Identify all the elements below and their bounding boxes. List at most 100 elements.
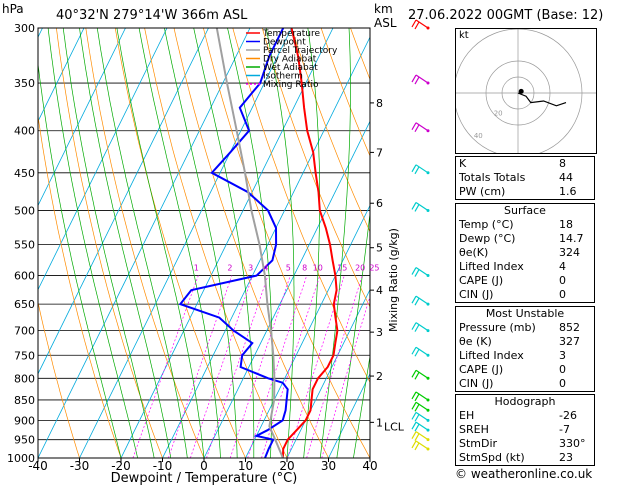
- wind-barb-flag: [411, 370, 417, 378]
- mixing-ratio-label: 8: [302, 264, 307, 273]
- hodograph_table-label: StmDir: [459, 437, 498, 450]
- wind-barb-base: [426, 129, 430, 133]
- most-unstable-title: Most Unstable: [485, 307, 565, 320]
- wind-barb-base: [426, 329, 430, 333]
- hodograph_table-row: StmSpd (kt) 23: [456, 451, 594, 465]
- wet-adiabat-line: [47, 28, 138, 458]
- isotherm-line: [38, 28, 251, 458]
- x-tick-label: 0: [200, 459, 208, 473]
- wind-barb-base: [426, 81, 430, 85]
- plot-frame: [37, 27, 371, 459]
- legend-label: Parcel Trajectory: [263, 46, 338, 56]
- hodograph-ring-label: 20: [494, 109, 503, 117]
- asl-unit: ASL: [374, 16, 397, 30]
- pressure-tick-label: 300: [14, 22, 35, 35]
- pressure-tick-label: 900: [14, 414, 35, 427]
- wet-adiabat-line: [38, 60, 122, 458]
- most_unstable-row: Pressure (mb) 852: [456, 321, 594, 335]
- dry-adiabat-line: [173, 28, 329, 458]
- mixing-ratio-axis-label: Mixing Ratio (g/kg): [387, 228, 400, 332]
- wind-barb-base: [426, 428, 430, 432]
- wind-barb-flag: [411, 202, 417, 210]
- pressure-tick-label: 1000: [7, 452, 35, 465]
- station-location: 40°32'N 279°14'W 366m ASL: [56, 8, 248, 23]
- legend-label: Temperature: [262, 29, 320, 39]
- wind-barb-base: [426, 353, 430, 357]
- hodograph_table-row: SREH -7: [456, 423, 594, 437]
- surface-row: CAPE (J) 0: [456, 274, 594, 288]
- mixing-ratio-line: [168, 275, 233, 458]
- storm-motion-marker: [518, 88, 524, 94]
- most_unstable-label: CAPE (J): [459, 363, 504, 376]
- x-axis-label: Dewpoint / Temperature (°C): [111, 471, 298, 486]
- legend-label: Mixing Ratio: [263, 80, 319, 90]
- km-tick-label: 6: [376, 197, 383, 210]
- indices-row: PW (cm) 1.6: [456, 185, 594, 199]
- wind-barb-flag: [414, 348, 420, 357]
- hodograph_table-row: EH -26: [456, 409, 594, 423]
- indices-value: 8: [559, 157, 566, 170]
- wind-barb-flag: [411, 19, 417, 28]
- km-tick-label: 1: [376, 416, 383, 429]
- indices-table: K 8 Totals Totals 44 PW (cm) 1.6: [455, 156, 595, 200]
- wind-barb-base: [426, 208, 430, 212]
- isotherm-line: [328, 372, 370, 458]
- mixing-ratio-label: 10: [313, 264, 323, 273]
- wind-barb-flag: [411, 391, 417, 400]
- wind-barb-flag: [411, 267, 417, 275]
- wind-barb-flag: [411, 412, 417, 420]
- surface-title: Surface: [504, 204, 546, 217]
- surface-value: 14.7: [559, 232, 584, 245]
- pressure-tick-label: 700: [14, 325, 35, 338]
- km-tick-label: 8: [376, 97, 383, 110]
- mixing-ratio-line: [261, 275, 321, 458]
- isotherm-line: [245, 204, 370, 458]
- wet-adiabat-line: [164, 28, 238, 458]
- wind-barb-flag: [414, 393, 420, 402]
- hodograph_table-label: StmSpd (kt): [459, 451, 525, 464]
- wind-barb-flag: [414, 404, 420, 412]
- most-unstable-table: Most Unstable Pressure (mb) 852 θe (K) 327 L…: [455, 306, 595, 392]
- mixing-ratio-label: 25: [369, 264, 379, 273]
- pressure-tick-label: 800: [14, 372, 35, 385]
- wind-barb-staff: [415, 322, 429, 332]
- most_unstable-label: Lifted Index: [459, 349, 524, 362]
- most_unstable-row: CAPE (J) 0: [456, 363, 594, 377]
- wet-adiabat-line: [96, 28, 188, 458]
- wind-barb-flag: [411, 421, 417, 430]
- indices-label: Totals Totals: [459, 171, 526, 184]
- wind-barb-flag: [414, 204, 420, 212]
- wind-barb-staff: [415, 164, 429, 174]
- dry-adiabat-line: [615, 28, 629, 458]
- dry-adiabat-line: [261, 28, 370, 308]
- dry-adiabat-line: [320, 28, 370, 157]
- surface-row: CIN (J) 0: [456, 288, 594, 302]
- surface-label: CAPE (J): [459, 274, 504, 287]
- wet-adiabat-line: [265, 28, 295, 458]
- pressure-tick-label: 600: [14, 270, 35, 283]
- pressure-tick-label: 450: [14, 167, 35, 180]
- mixing-ratio-line: [306, 275, 363, 458]
- x-tick-label: -10: [153, 459, 173, 473]
- hodograph-table-title: Hodograph: [494, 395, 556, 408]
- mixing-ratio-line: [132, 275, 199, 458]
- wind-barb-staff: [415, 267, 429, 277]
- hodograph_table-value: 330°: [559, 437, 586, 450]
- surface-value: 18: [559, 218, 573, 231]
- x-tick-label: 10: [238, 459, 253, 473]
- surface-label: Temp (°C): [459, 218, 514, 231]
- wind-barb-flag: [414, 442, 420, 451]
- isotherm-line: [0, 28, 1, 458]
- wind-barbs: [411, 19, 430, 451]
- mixing-ratio-label: 5: [286, 264, 291, 273]
- dry-adiabat-line: [114, 28, 246, 458]
- wet-adiabat-line: [353, 354, 370, 458]
- hodograph: kt 20 40: [453, 28, 597, 158]
- wet-adiabat-line: [193, 28, 255, 458]
- wind-barb-staff: [415, 401, 429, 411]
- wind-barb-staff: [415, 421, 429, 431]
- surface-value: 0: [559, 288, 566, 301]
- pressure-tick-label: 650: [14, 298, 35, 311]
